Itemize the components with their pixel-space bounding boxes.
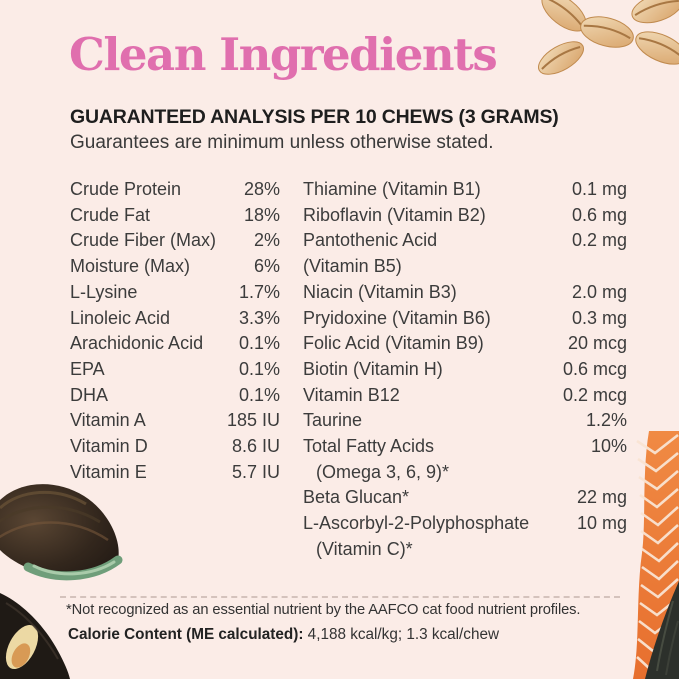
nutrient-value: 2.0 mg: [571, 281, 627, 302]
analysis-row: Arachidonic Acid 0.1%: [70, 331, 280, 357]
analysis-row: Folic Acid (Vitamin B9) 20 mcg: [303, 331, 627, 357]
analysis-row: Pantothenic Acid 0.2 mg: [303, 228, 627, 254]
nutrient-value: 0.1%: [238, 384, 280, 405]
nutrient-label: Pryidoxine (Vitamin B6): [303, 307, 491, 328]
analysis-row: Crude Protein 28%: [70, 177, 280, 203]
nutrient-label: Arachidonic Acid: [70, 333, 204, 354]
analysis-row-continuation: (Vitamin B5): [303, 254, 627, 280]
calorie-content-line: Calorie Content (ME calculated): 4,188 k…: [68, 626, 628, 644]
analysis-row-continuation: (Vitamin C)*: [303, 537, 627, 563]
analysis-row: Niacin (Vitamin B3) 2.0 mg: [303, 280, 627, 306]
nutrient-label: Beta Glucan*: [303, 487, 410, 508]
nutrient-value: 6%: [253, 256, 280, 277]
nutrient-value: 0.2 mg: [571, 230, 627, 251]
nutrient-value: 22 mg: [576, 487, 627, 508]
nutrient-label: Riboflavin (Vitamin B2): [303, 204, 486, 225]
nutrient-label: Moisture (Max): [70, 256, 191, 277]
analysis-row: Pryidoxine (Vitamin B6) 0.3 mg: [303, 306, 627, 332]
nutrient-label: Biotin (Vitamin H): [303, 358, 443, 379]
nutrient-value: 10 mg: [576, 513, 627, 534]
analysis-row: Total Fatty Acids 10%: [303, 434, 627, 460]
nutrient-label: Vitamin A: [70, 410, 146, 431]
nutrient-label: Folic Acid (Vitamin B9): [303, 333, 484, 354]
guaranteed-analysis-heading: GUARANTEED ANALYSIS PER 10 CHEWS (3 GRAM…: [70, 106, 559, 128]
analysis-row: Vitamin E 5.7 IU: [70, 460, 280, 486]
nutrient-label: Niacin (Vitamin B3): [303, 281, 457, 302]
nutrient-label: Vitamin E: [70, 461, 147, 482]
nutrient-label: DHA: [70, 384, 109, 405]
analysis-column-right: Thiamine (Vitamin B1) 0.1 mg Riboflavin (V…: [303, 177, 627, 563]
analysis-row: Riboflavin (Vitamin B2) 0.6 mg: [303, 203, 627, 229]
nutrient-label: Crude Protein: [70, 179, 182, 199]
nutrient-label: Vitamin D: [70, 436, 148, 457]
analysis-row: Vitamin B12 0.2 mcg: [303, 383, 627, 409]
analysis-row: Vitamin A 185 IU: [70, 408, 280, 434]
nutrient-label-line2: (Vitamin C)*: [316, 538, 413, 559]
analysis-row: Beta Glucan* 22 mg: [303, 485, 627, 511]
salmon-fillet-image: [633, 431, 679, 679]
nutrient-value: 1.2%: [585, 410, 627, 431]
dashed-divider: [60, 596, 620, 598]
nutrient-value: 0.1%: [238, 358, 280, 379]
nutrient-value: 5.7 IU: [231, 461, 280, 482]
analysis-row: L-Ascorbyl-2-Polyphosphate 10 mg: [303, 511, 627, 537]
nutrient-value: 0.6 mg: [571, 204, 627, 225]
nutrient-value: 0.3 mg: [571, 307, 627, 328]
analysis-row-continuation: (Omega 3, 6, 9)*: [303, 460, 627, 486]
nutrient-value: 2%: [253, 230, 280, 251]
nutrient-label: Vitamin B12: [303, 384, 400, 405]
analysis-row: Taurine 1.2%: [303, 408, 627, 434]
nutrient-label: Total Fatty Acids: [303, 436, 435, 457]
analysis-row: Crude Fat 18%: [70, 203, 280, 229]
nutrient-value: 20 mcg: [567, 333, 627, 354]
nutrient-value: 185 IU: [226, 410, 280, 431]
analysis-row: Vitamin D 8.6 IU: [70, 434, 280, 460]
analysis-row: Linoleic Acid 3.3%: [70, 306, 280, 332]
nutrient-label: EPA: [70, 358, 105, 379]
analysis-row: Thiamine (Vitamin B1) 0.1 mg: [303, 177, 627, 203]
page-title: Clean Ingredients: [69, 28, 498, 81]
nutrient-label: Crude Fat: [70, 204, 151, 225]
nutrient-label: Linoleic Acid: [70, 307, 171, 328]
analysis-row: L-Lysine 1.7%: [70, 280, 280, 306]
nutrient-value: 8.6 IU: [231, 436, 280, 457]
calorie-content-label: Calorie Content (ME calculated):: [68, 626, 304, 643]
oat-flakes-image: [538, 0, 679, 75]
analysis-row: EPA 0.1%: [70, 357, 280, 383]
nutrient-value: 10%: [590, 436, 627, 457]
analysis-row: Moisture (Max) 6%: [70, 254, 280, 280]
nutrient-value: 28%: [243, 179, 280, 199]
analysis-table: Crude Protein 28% Crude Fat 18% Crude Fiber …: [70, 177, 627, 563]
nutrient-label: L-Lysine: [70, 281, 138, 302]
nutrient-label: Pantothenic Acid: [303, 230, 438, 251]
nutrient-value: 0.6 mcg: [562, 358, 627, 379]
nutrient-value: 1.7%: [238, 281, 280, 302]
analysis-row: Crude Fiber (Max) 2%: [70, 228, 280, 254]
mussel-shell-image: [0, 593, 70, 679]
aafco-footnote: *Not recognized as an essential nutrient…: [66, 602, 581, 618]
nutrient-value: 0.1 mg: [571, 179, 627, 199]
analysis-row: DHA 0.1%: [70, 383, 280, 409]
nutrient-label-line2: (Omega 3, 6, 9)*: [316, 461, 450, 482]
nutrient-value: 18%: [243, 204, 280, 225]
analysis-column-left: Crude Protein 28% Crude Fat 18% Crude Fiber …: [70, 177, 280, 563]
calorie-content-value: 4,188 kcal/kg; 1.3 kcal/chew: [303, 626, 500, 643]
nutrient-label-line2: (Vitamin B5): [303, 256, 402, 277]
nutrient-label: Crude Fiber (Max): [70, 230, 217, 251]
nutrient-label: Thiamine (Vitamin B1): [303, 179, 481, 199]
guaranteed-analysis-subheading: Guarantees are minimum unless otherwise …: [70, 132, 494, 153]
nutrient-label: L-Ascorbyl-2-Polyphosphate: [303, 513, 530, 534]
analysis-row: Biotin (Vitamin H) 0.6 mcg: [303, 357, 627, 383]
nutrient-value: 0.2 mcg: [562, 384, 627, 405]
nutrient-label: Taurine: [303, 410, 363, 431]
nutrient-value: 3.3%: [238, 307, 280, 328]
nutrient-value: 0.1%: [238, 333, 280, 354]
